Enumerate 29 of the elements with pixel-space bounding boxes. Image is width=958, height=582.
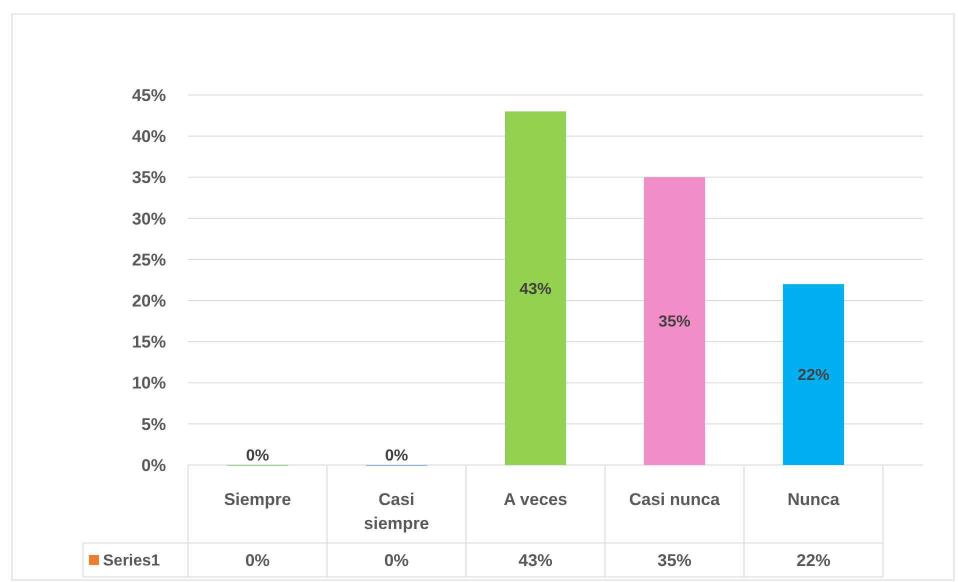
bar <box>782 284 844 465</box>
text: 43% <box>519 280 552 298</box>
x-tick-label: A veces <box>504 490 568 509</box>
data-label: 22% <box>796 550 831 570</box>
y-tick-label: 40% <box>132 127 166 146</box>
x-tick-label: Casi siempre <box>364 490 430 533</box>
text: 0% <box>384 448 408 465</box>
data-label: 43% <box>518 550 553 570</box>
y-tick-label: 35% <box>132 168 166 188</box>
y-tick-label: 5% <box>141 414 166 434</box>
y-tick-label: 20% <box>132 292 166 311</box>
bar <box>504 111 566 465</box>
text: Series1 <box>103 552 160 570</box>
text: 0% <box>246 448 270 465</box>
text: 35% <box>658 314 691 331</box>
data-label: 0% <box>384 550 409 570</box>
x-tick-label: Casi nunca <box>629 490 720 509</box>
y-tick-label: 30% <box>132 209 166 228</box>
y-tick-label: 0% <box>141 456 166 475</box>
data-label: 0% <box>245 550 270 570</box>
text: 22% <box>797 367 830 384</box>
bar <box>644 177 706 465</box>
data-label: 35% <box>657 550 692 570</box>
y-tick-label: 25% <box>132 250 166 270</box>
y-tick-label: 45% <box>132 86 166 105</box>
x-tick-label: Nunca <box>788 490 840 509</box>
y-tick-label: 15% <box>132 332 166 352</box>
y-tick-label: 10% <box>132 374 166 393</box>
x-tick-label: Siempre <box>224 490 292 509</box>
